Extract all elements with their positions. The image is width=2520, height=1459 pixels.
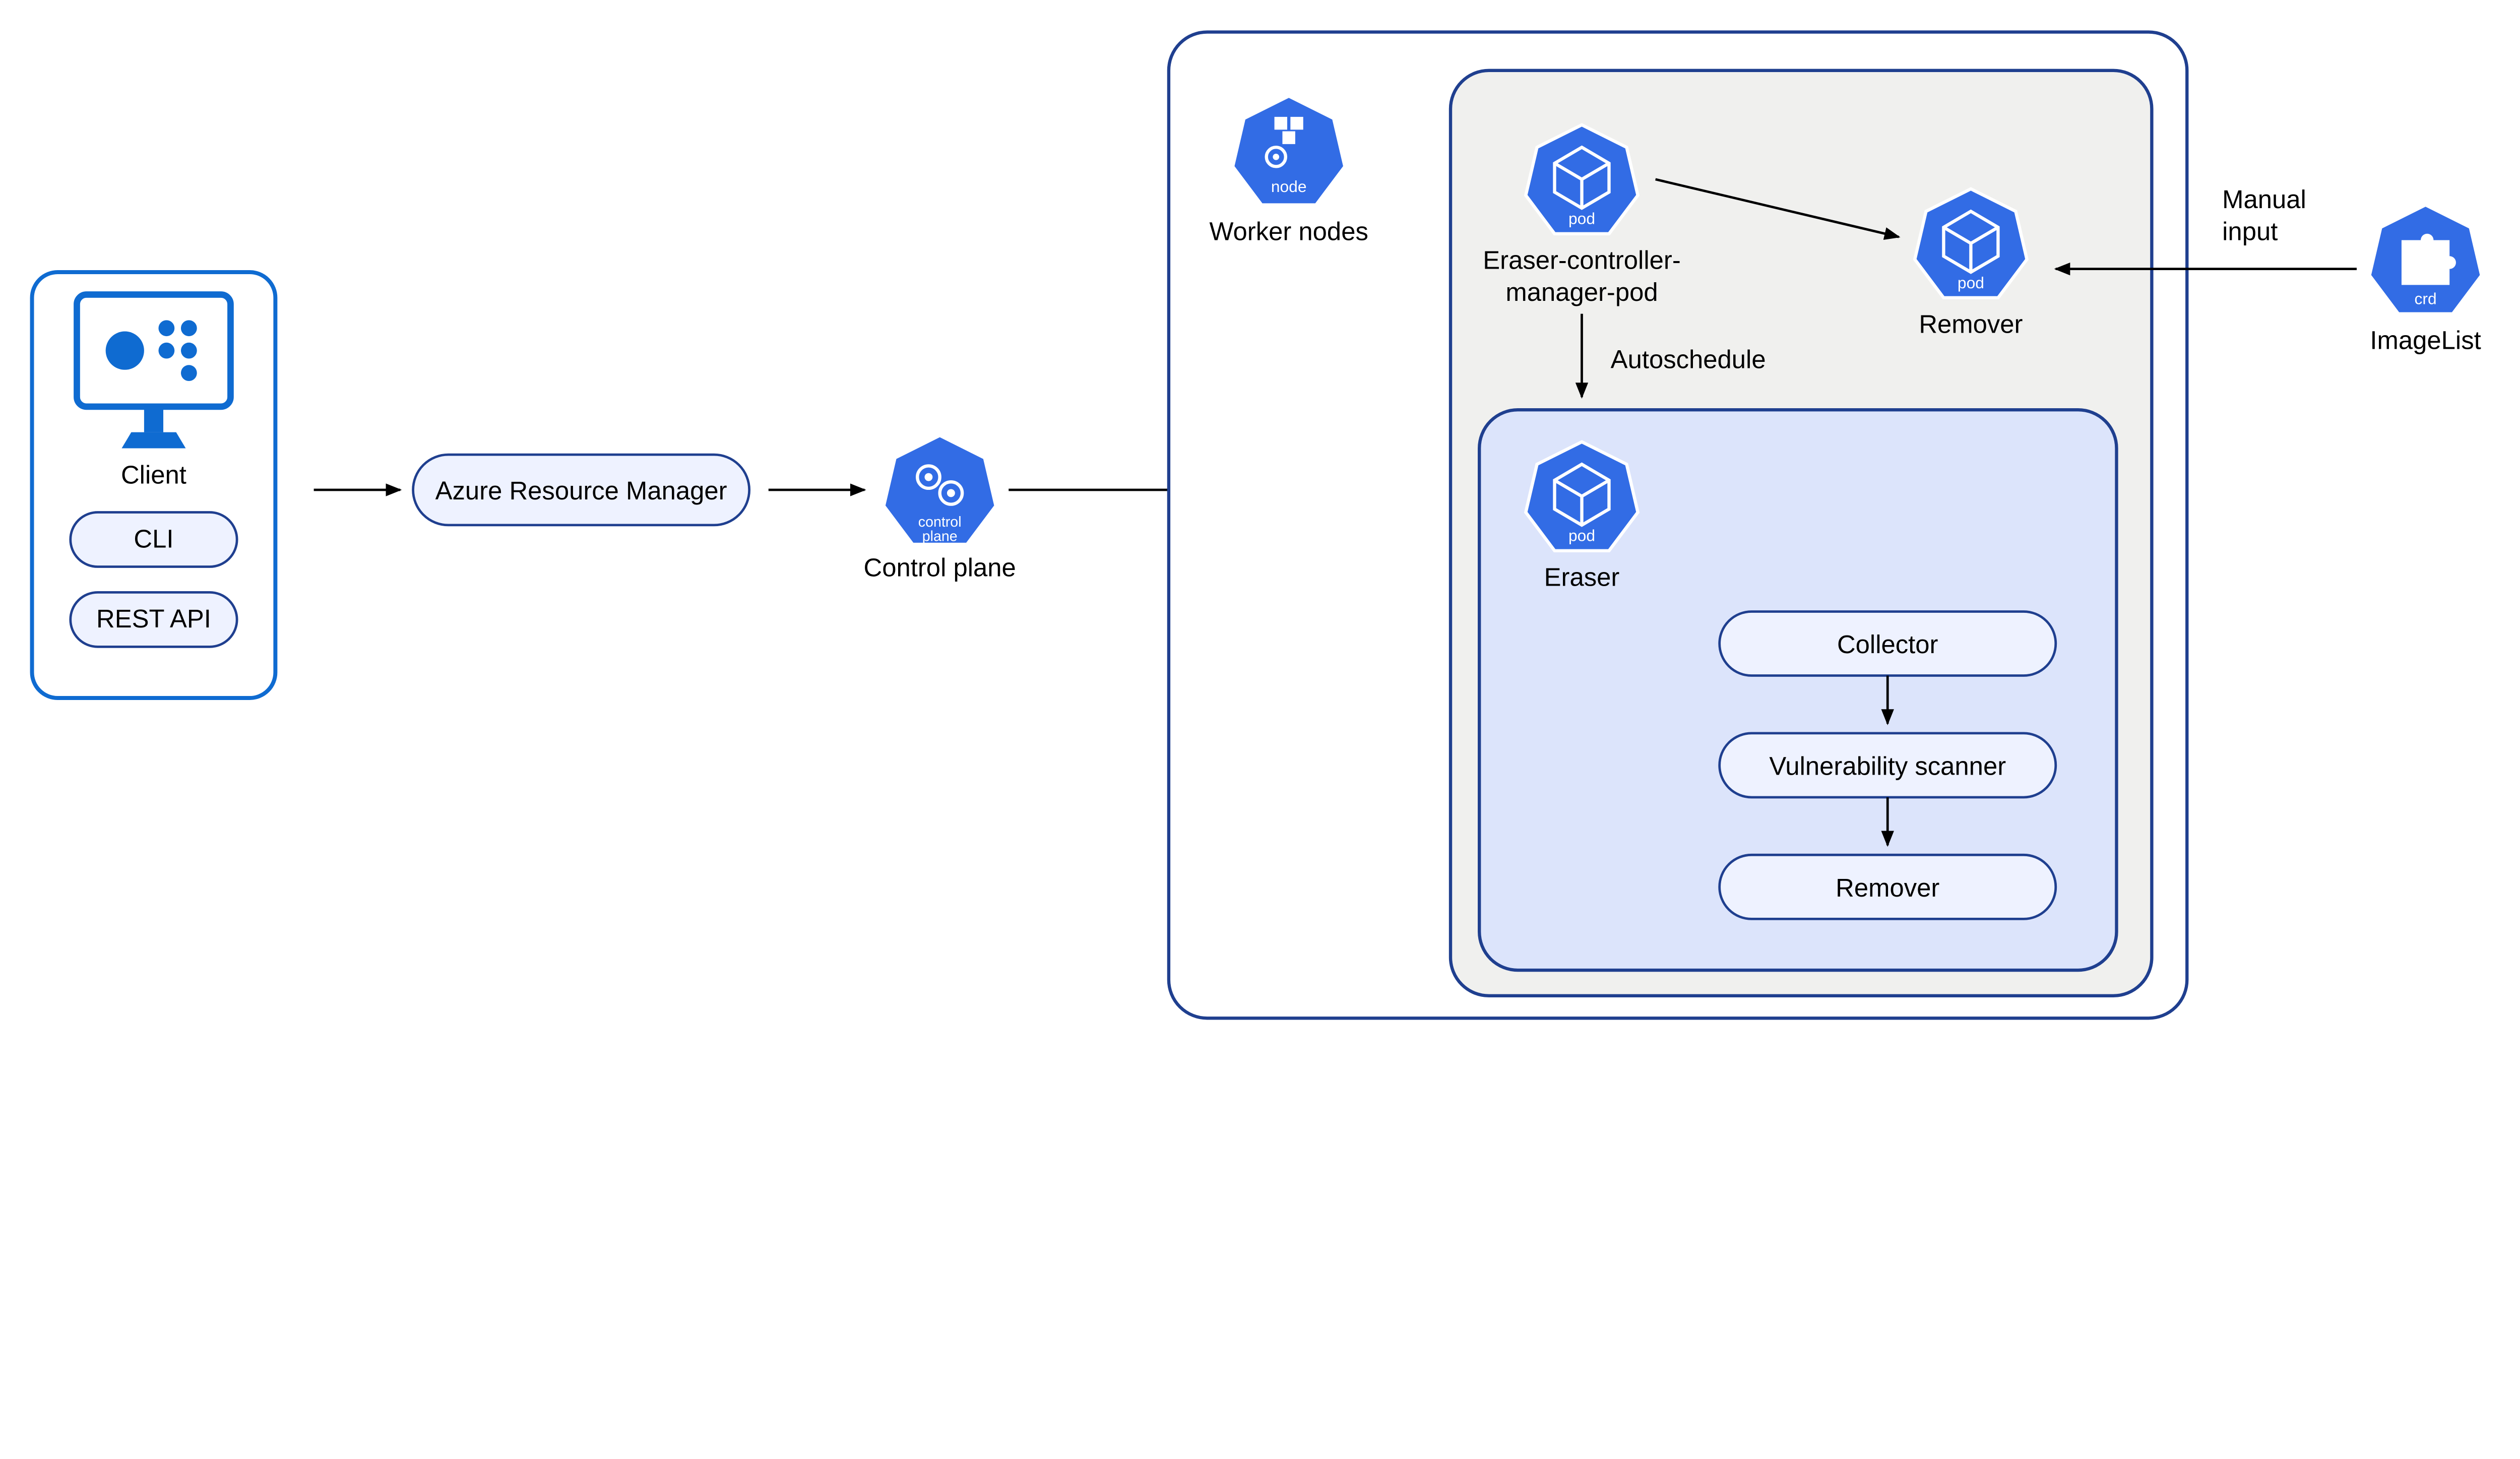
hept-crd-text: crd — [2415, 290, 2437, 308]
eraser-ctrl-label2: manager-pod — [1505, 278, 1658, 306]
vuln-label: Vulnerability scanner — [1769, 751, 2006, 780]
restapi-label: REST API — [96, 604, 211, 633]
worker-nodes-label: Worker nodes — [1209, 217, 1368, 245]
hept-node-text: node — [1271, 177, 1307, 196]
imagelist-crd: crd ImageList — [2369, 205, 2481, 355]
autoschedule-label: Autoschedule — [1611, 345, 1766, 374]
eraser-label: Eraser — [1544, 563, 1620, 592]
eraser-ctrl-label1: Eraser-controller- — [1483, 246, 1680, 275]
manual-input-label2: input — [2222, 217, 2278, 245]
cli-label: CLI — [134, 524, 173, 553]
control-plane-hept: control plane Control plane — [864, 435, 1016, 582]
hept-pod3-text: pod — [1568, 527, 1595, 545]
hept-pod1-text: pod — [1568, 210, 1595, 228]
remover-label: Remover — [1836, 873, 1939, 902]
remover-pod-label: Remover — [1919, 310, 2023, 339]
collector-label: Collector — [1837, 630, 1938, 659]
hept-cp-text2: plane — [922, 529, 958, 545]
hept-pod2-text: pod — [1958, 274, 1984, 292]
hept-cp-text1: control — [918, 514, 962, 530]
control-plane-label: Control plane — [864, 553, 1016, 582]
imagelist-label: ImageList — [2370, 326, 2481, 355]
remover-pod: pod Remover — [1915, 189, 2027, 339]
client-label: Client — [121, 460, 186, 489]
manual-input-label1: Manual — [2222, 185, 2306, 214]
client-panel: Client CLI REST API — [32, 272, 276, 698]
arm-label: Azure Resource Manager — [435, 476, 727, 505]
